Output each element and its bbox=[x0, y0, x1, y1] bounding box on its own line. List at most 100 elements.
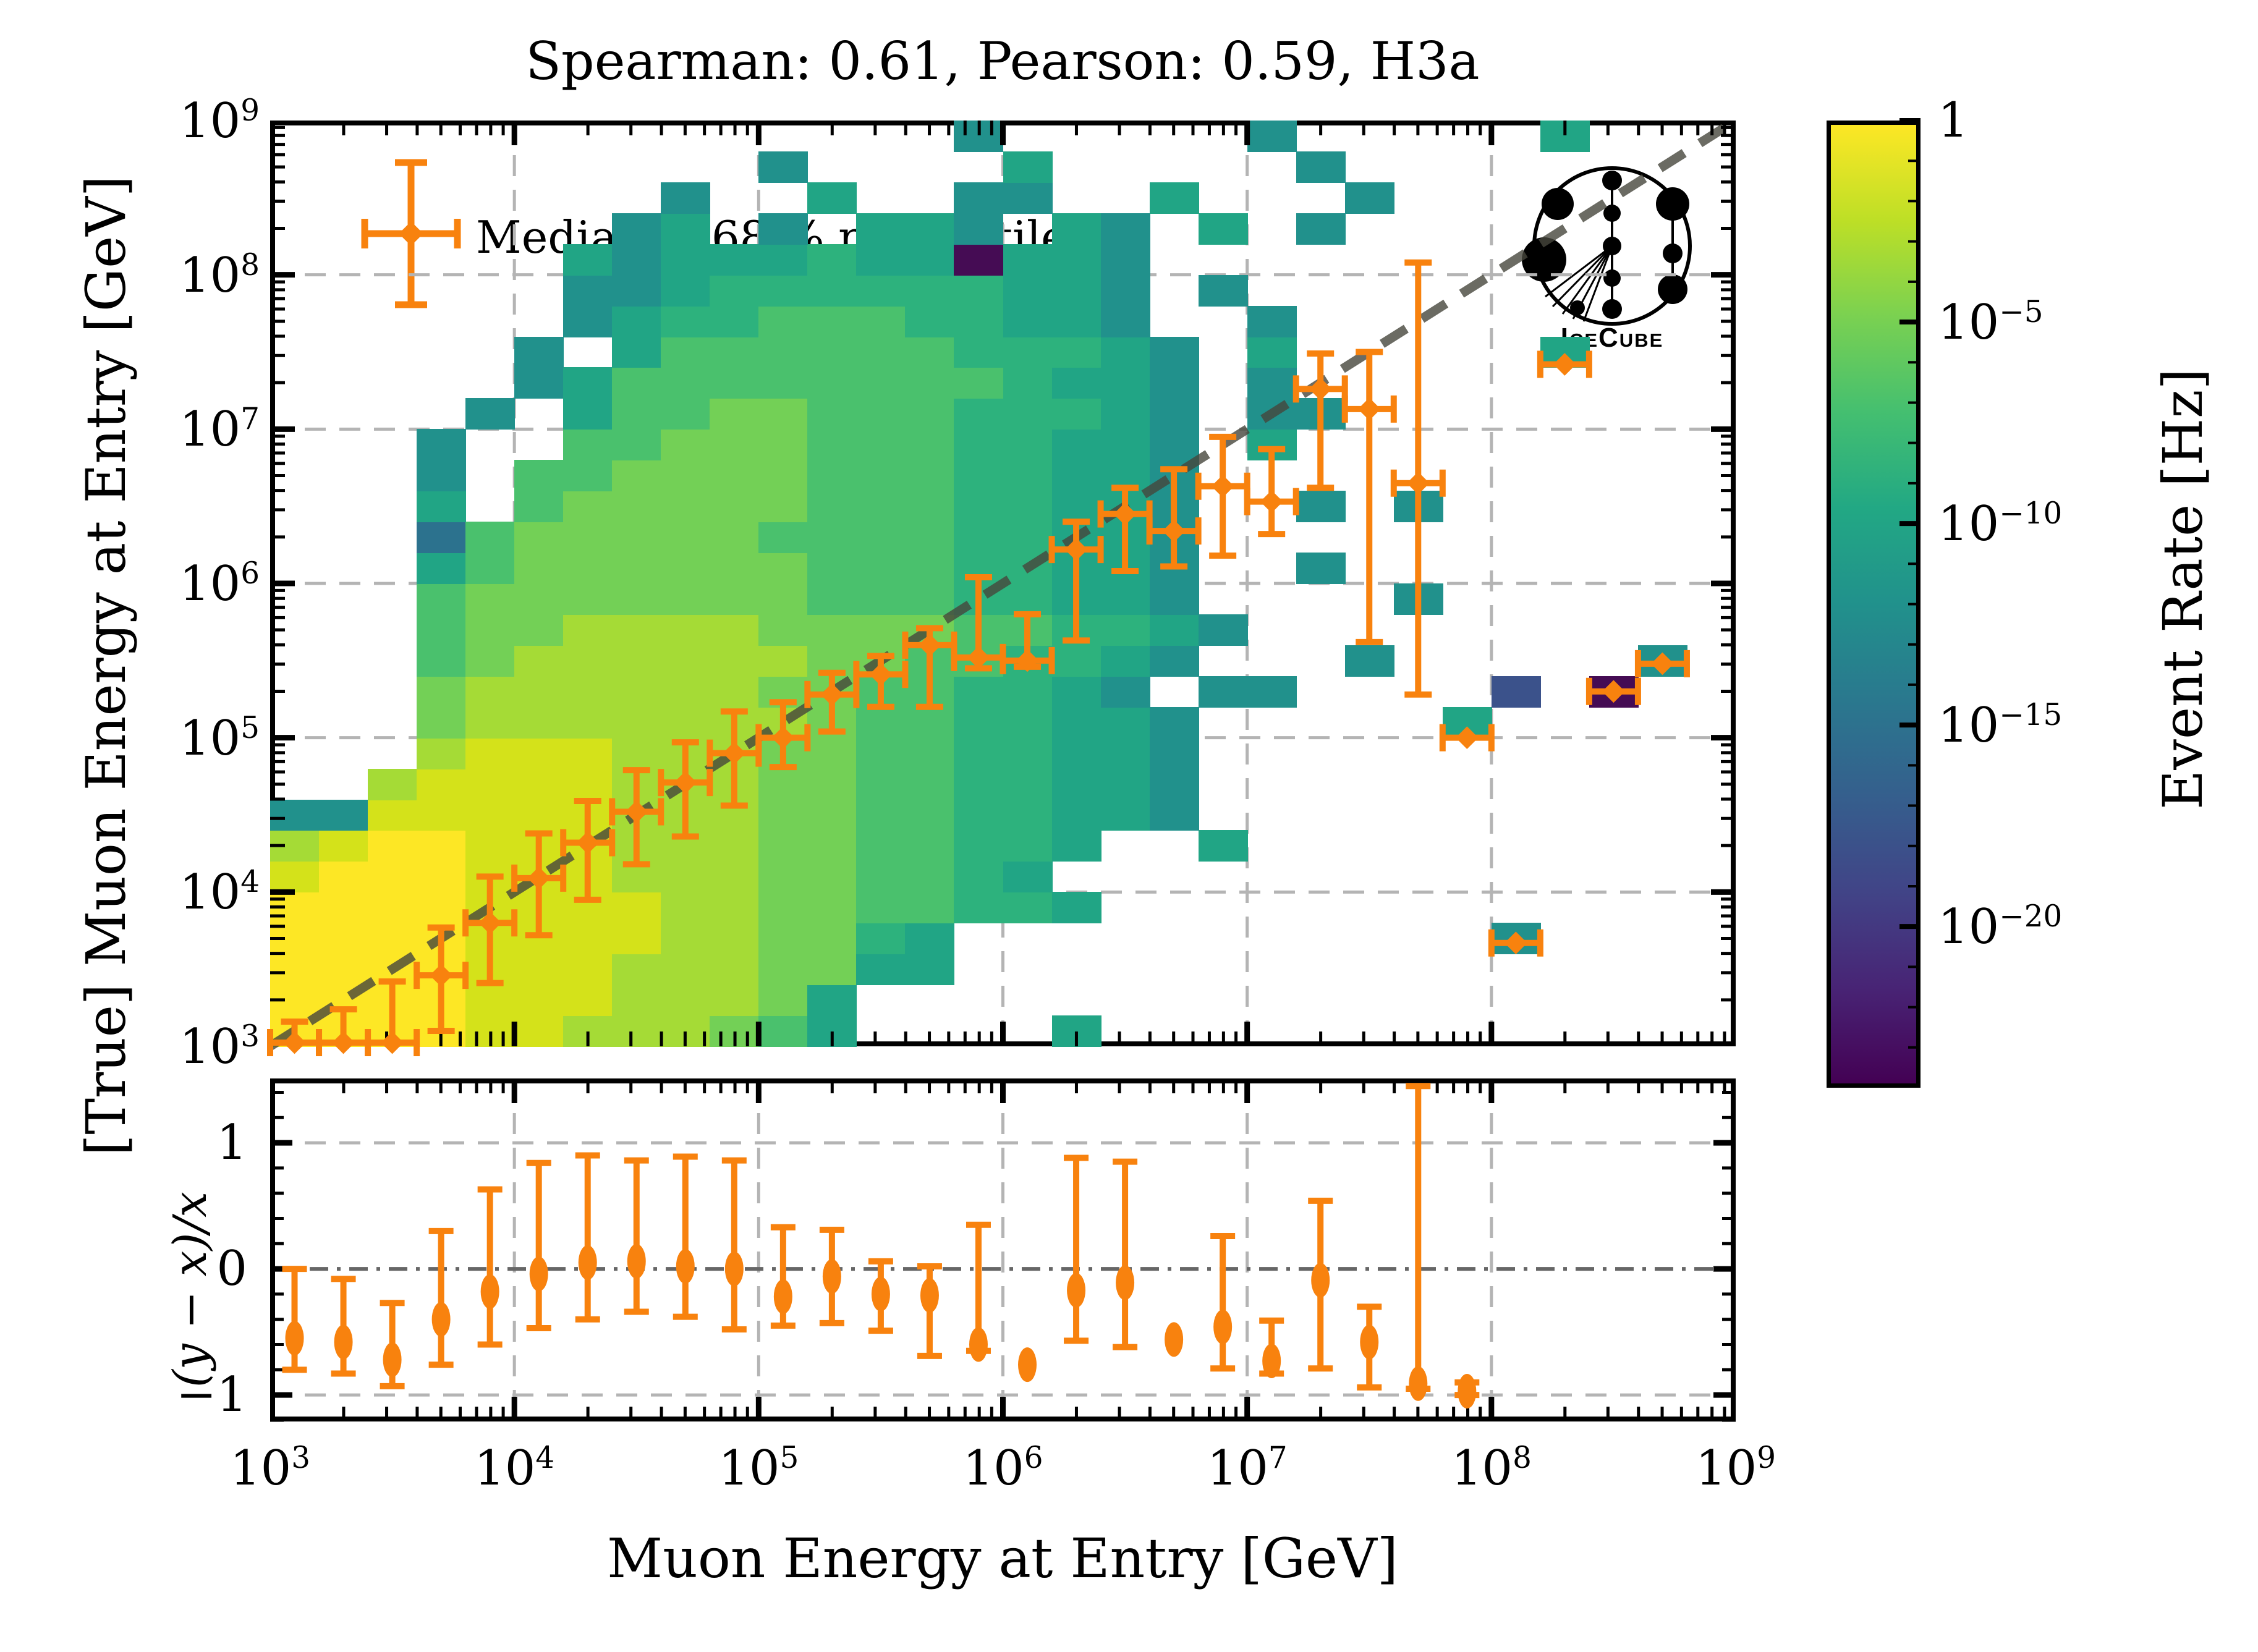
heatmap-cell bbox=[563, 244, 613, 276]
heatmap-cell bbox=[807, 491, 857, 523]
heatmap-cell bbox=[954, 522, 1004, 554]
heatmap-cell bbox=[954, 737, 1004, 769]
heatmap-cell bbox=[856, 861, 906, 893]
heatmap-cell bbox=[661, 583, 711, 615]
logo-ray bbox=[1572, 245, 1613, 320]
heatmap-cell bbox=[710, 460, 760, 492]
heatmap-cell bbox=[856, 305, 906, 337]
heatmap-cell bbox=[807, 274, 857, 307]
heatmap-cell bbox=[1247, 336, 1297, 368]
heatmap-cell bbox=[417, 583, 467, 615]
logo-ray bbox=[1561, 245, 1613, 315]
median-marker bbox=[283, 1031, 306, 1054]
heatmap-cell bbox=[710, 553, 760, 584]
heatmap-cell bbox=[612, 923, 662, 955]
heatmap-cell bbox=[563, 553, 613, 584]
heatmap-cell bbox=[465, 583, 516, 615]
heatmap-cell bbox=[417, 460, 467, 492]
heatmap-cell bbox=[563, 274, 613, 307]
heatmap-cell bbox=[856, 768, 906, 800]
heatmap-cell bbox=[710, 429, 760, 461]
heatmap-cell bbox=[905, 305, 955, 337]
heatmap-cell bbox=[465, 398, 516, 430]
heatmap-cell bbox=[1051, 336, 1101, 368]
heatmap-cell bbox=[807, 553, 857, 584]
y-tick-label: 109 bbox=[179, 93, 260, 149]
residual-marker bbox=[383, 1342, 402, 1378]
heatmap-cell bbox=[1051, 305, 1101, 337]
heatmap-cell bbox=[417, 737, 467, 769]
heatmap-cell bbox=[514, 676, 564, 708]
heatmap-cell bbox=[1051, 830, 1101, 862]
residual-marker bbox=[1116, 1265, 1135, 1300]
median-marker bbox=[576, 831, 600, 854]
heatmap-cell bbox=[807, 305, 857, 337]
heatmap-cell bbox=[1051, 706, 1101, 739]
heatmap-cell bbox=[612, 213, 662, 245]
residual-marker bbox=[1360, 1324, 1379, 1360]
heatmap-cell bbox=[417, 429, 467, 461]
heatmap-cell bbox=[1051, 274, 1101, 307]
heatmap-cell bbox=[905, 923, 955, 955]
heatmap-cell bbox=[807, 768, 857, 800]
heatmap-cell bbox=[710, 923, 760, 955]
heatmap-cell bbox=[710, 583, 760, 615]
heatmap-cell bbox=[563, 398, 613, 430]
median-marker bbox=[771, 726, 795, 750]
heatmap-cell bbox=[465, 830, 516, 862]
residual-marker bbox=[1458, 1374, 1477, 1409]
heatmap-cell bbox=[758, 522, 809, 554]
heatmap-cell bbox=[856, 367, 906, 399]
heatmap-cell bbox=[417, 768, 467, 800]
heatmap-cell bbox=[1051, 676, 1101, 708]
median-marker bbox=[478, 911, 502, 934]
heatmap-cell bbox=[612, 892, 662, 924]
heatmap-cell bbox=[905, 737, 955, 769]
heatmap-cell bbox=[758, 429, 809, 461]
heatmap-cell bbox=[710, 676, 760, 708]
heatmap-cell bbox=[1100, 336, 1150, 368]
heatmap-cell bbox=[807, 799, 857, 831]
heatmap-cell bbox=[612, 1015, 662, 1047]
residual-marker bbox=[1067, 1273, 1086, 1308]
heatmap-cell bbox=[1100, 398, 1150, 430]
heatmap-cell bbox=[856, 954, 906, 986]
heatmap-cell bbox=[612, 336, 662, 368]
heatmap-cell bbox=[368, 830, 418, 862]
heatmap-cell bbox=[1051, 737, 1101, 769]
heatmap-cell bbox=[612, 985, 662, 1017]
median-marker bbox=[967, 646, 990, 669]
logo-dom-dot bbox=[1603, 205, 1621, 222]
heatmap-cell bbox=[1003, 768, 1053, 800]
heatmap-cell bbox=[856, 522, 906, 554]
heatmap-cell bbox=[661, 336, 711, 368]
heatmap-cell bbox=[856, 244, 906, 276]
heatmap-cell bbox=[954, 706, 1004, 739]
heatmap-cell bbox=[905, 954, 955, 986]
heatmap-cell bbox=[710, 336, 760, 368]
heatmap-cell bbox=[514, 491, 564, 523]
heatmap-cell bbox=[1003, 522, 1053, 554]
heatmap-cell bbox=[1003, 491, 1053, 523]
median-marker bbox=[1211, 475, 1234, 498]
heatmap-cell bbox=[661, 491, 711, 523]
heatmap-cell bbox=[807, 892, 857, 924]
x-tick-label: 103 bbox=[229, 1441, 311, 1496]
heatmap-cell bbox=[1100, 799, 1150, 831]
heatmap-cell bbox=[661, 892, 711, 924]
heatmap-cell bbox=[1198, 614, 1248, 646]
heatmap-cell bbox=[1051, 892, 1101, 924]
heatmap-cell bbox=[758, 923, 809, 955]
heatmap-cell bbox=[514, 645, 564, 677]
heatmap-cell bbox=[710, 614, 760, 646]
heatmap-cell bbox=[465, 553, 516, 584]
residual-marker bbox=[431, 1302, 451, 1337]
heatmap-cell bbox=[758, 553, 809, 584]
heatmap-cell bbox=[1003, 706, 1053, 739]
median-marker bbox=[625, 800, 648, 823]
heatmap-cell bbox=[710, 985, 760, 1017]
median-marker bbox=[1260, 490, 1283, 514]
heatmap-cell bbox=[563, 676, 613, 708]
heatmap-cell bbox=[1149, 429, 1199, 461]
